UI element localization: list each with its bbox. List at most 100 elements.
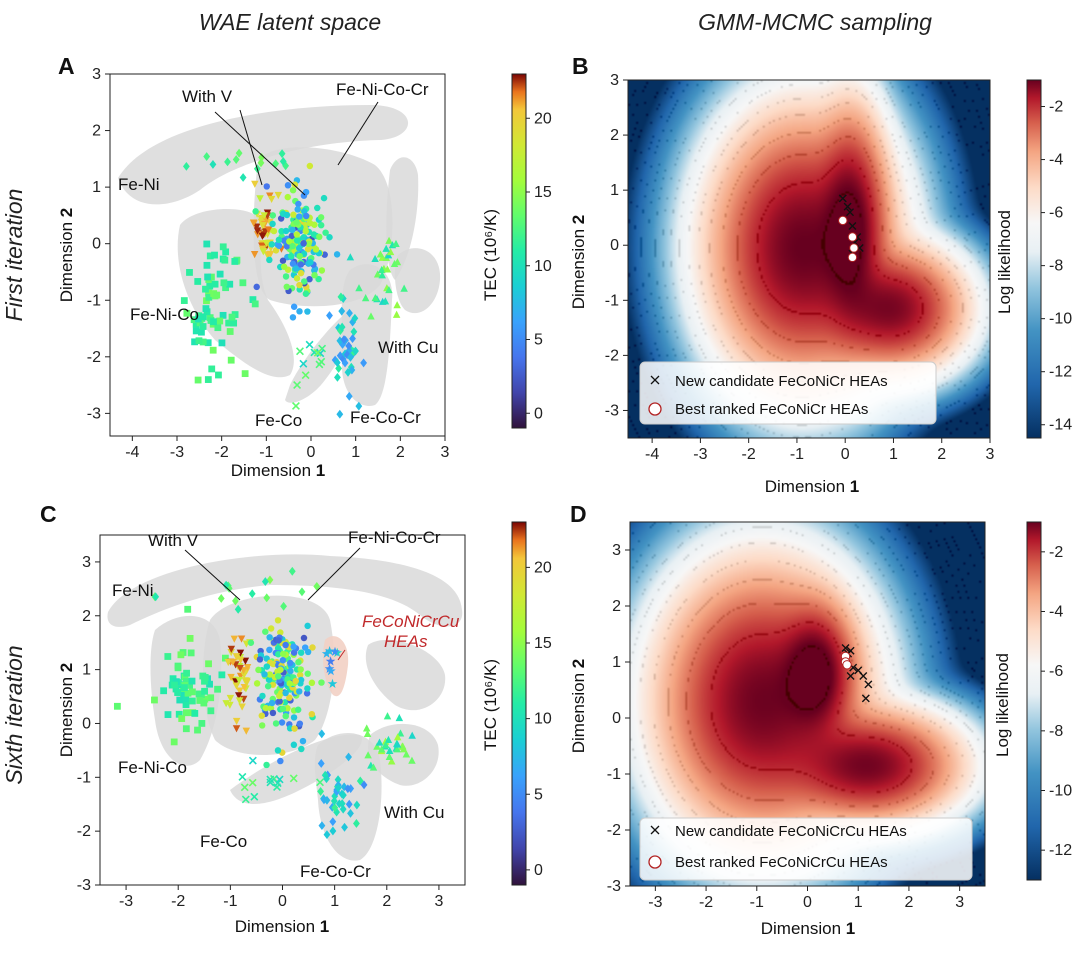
region-label-with-cu: With Cu	[384, 803, 444, 822]
data-point-diamond	[235, 148, 243, 158]
data-point-square	[199, 313, 207, 321]
data-point-diamond	[152, 592, 160, 602]
data-point-square	[211, 251, 218, 259]
data-point-circle	[272, 720, 280, 727]
data-point-circle	[297, 676, 305, 684]
data-point-circle	[304, 685, 311, 692]
row-title-first: First iteration	[1, 189, 27, 322]
data-point-circle	[304, 245, 312, 253]
data-point-circle	[284, 182, 292, 189]
panel-a-frame	[109, 73, 446, 437]
panel-d-ticks: -3 -2 -1 0 1 2 3 -3 -2 -1 0 1 2 3	[607, 542, 964, 911]
data-point-square	[187, 649, 195, 657]
data-point-diamond	[349, 317, 357, 327]
data-point-circle	[293, 237, 301, 244]
data-point-diamond	[326, 311, 333, 320]
y-tick-label: 0	[610, 237, 619, 254]
y-tick-label: -3	[87, 405, 101, 422]
data-point-diamond	[239, 173, 247, 182]
colorbar-tick-label: -8	[1049, 723, 1063, 740]
data-point-triangle-up	[363, 729, 372, 738]
x-tick-label: -2	[171, 893, 185, 910]
data-point-square	[170, 738, 178, 746]
panel-a-colorbar-ticks: 0 5 10 15 20	[511, 73, 552, 429]
data-point-diamond	[343, 350, 351, 360]
data-point-circle	[312, 246, 320, 253]
data-point-circle	[253, 283, 260, 291]
region-fe-ni	[107, 554, 463, 627]
data-point-circle	[286, 680, 294, 687]
data-point-square	[198, 328, 205, 336]
data-point-triangle-down	[235, 697, 244, 705]
data-point-diamond	[331, 791, 339, 801]
data-point-square	[228, 313, 236, 321]
data-point-cross	[296, 347, 304, 356]
data-point-circle	[279, 657, 287, 664]
legend-circle-icon	[648, 855, 662, 869]
data-point-star	[326, 665, 336, 676]
region-label-fe-ni-co-cr: Fe-Ni-Co-Cr	[348, 528, 441, 547]
y-tick-label: -2	[77, 823, 91, 840]
data-point-triangle-down	[235, 692, 243, 700]
colorbar-frame	[511, 73, 527, 429]
data-point-circle	[295, 658, 302, 666]
data-point-diamond	[263, 593, 271, 603]
data-point-circle	[290, 741, 298, 749]
legend-circle-icon	[648, 402, 662, 416]
data-point-circle	[274, 747, 282, 754]
data-point-circle	[297, 261, 305, 268]
x-tick-label: -3	[170, 444, 184, 461]
data-point-diamond	[347, 808, 354, 818]
x-tick-label: 1	[330, 893, 339, 910]
data-point-triangle-up	[384, 735, 393, 744]
data-point-circle	[266, 256, 273, 264]
data-point-diamond	[347, 352, 354, 362]
colorbar-tick-label: -2	[1049, 99, 1063, 116]
region-label-fe-ni-co-cr: Fe-Ni-Co-Cr	[336, 80, 429, 99]
data-point-triangle-up	[371, 293, 380, 302]
data-point-circle	[279, 650, 287, 658]
colorbar-tick-label: -2	[1049, 544, 1063, 561]
data-point-circle	[292, 265, 299, 272]
data-point-square	[188, 697, 196, 705]
data-point-circle	[291, 181, 299, 188]
column-title-left: WAE latent space	[199, 9, 381, 35]
data-point-square	[183, 309, 191, 317]
data-point-circle	[292, 677, 299, 685]
data-point-diamond	[182, 161, 190, 171]
panel-a-colorbar	[512, 74, 526, 428]
y-tick-label: 2	[92, 123, 101, 140]
y-tick-label: -1	[87, 292, 101, 309]
data-point-triangle-down	[258, 222, 267, 230]
data-point-diamond	[203, 152, 211, 161]
data-point-circle	[311, 271, 318, 279]
data-point-diamond	[339, 790, 347, 800]
legend-cross-icon	[650, 825, 660, 835]
panel-letter-d: D	[570, 501, 587, 527]
data-point-square	[227, 356, 235, 364]
data-point-cross	[315, 360, 324, 369]
data-point-circle	[253, 680, 261, 687]
data-point-diamond	[224, 157, 231, 167]
panel-b-colorbar-ticks: -2 -4 -6 -8 -10 -12 -14	[1026, 79, 1072, 439]
data-point-triangle-up	[395, 713, 404, 722]
data-point-circle	[302, 228, 309, 235]
data-point-circle	[300, 278, 308, 285]
data-point-square	[175, 710, 183, 718]
data-point-diamond	[345, 391, 353, 401]
data-point-circle	[300, 634, 308, 642]
data-point-diamond	[360, 780, 368, 790]
data-point-circle	[293, 231, 301, 238]
region-label-with-v: With V	[148, 531, 199, 550]
data-point-square	[231, 258, 239, 265]
panel-b-frame	[627, 79, 991, 439]
panel-b-colorbar-label: Log likelihood	[995, 210, 1014, 314]
data-point-circle	[290, 303, 298, 310]
data-point-circle	[275, 236, 283, 244]
y-tick-label: -3	[605, 402, 619, 419]
y-tick-label: 2	[612, 598, 621, 615]
data-point-square	[194, 726, 201, 734]
data-point-circle	[315, 275, 322, 283]
data-point-triangle-down	[267, 195, 276, 204]
data-point-square	[160, 687, 168, 695]
